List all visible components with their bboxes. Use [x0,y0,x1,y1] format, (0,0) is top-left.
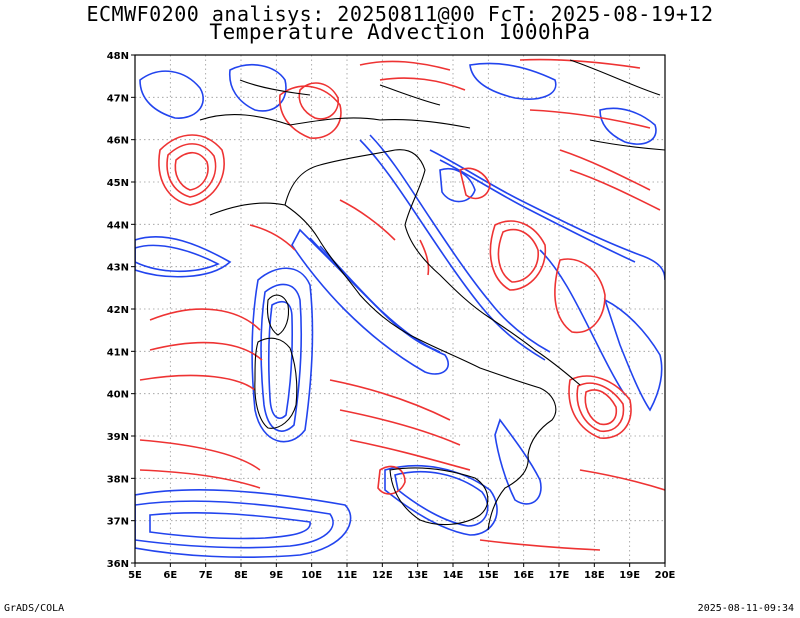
positive-contours [139,58,665,551]
lon-tick-label: 5E [128,570,142,581]
lon-tick-label: 17E [549,570,570,581]
coastlines [199,59,665,531]
lat-lon-grid [134,54,666,564]
lon-tick-label: 11E [337,570,358,581]
lon-tick-label: 8E [234,570,248,581]
lat-tick-label: 46N [107,136,129,147]
footer-software-label: GrADS/COLA [4,603,65,614]
latitude-labels: 36N 37N 38N 39N 40N 41N 42N 43N 44N 45N 46N 47N 48N [107,51,135,570]
lat-tick-label: 40N [107,390,129,401]
lat-tick-label: 41N [107,347,129,358]
lat-tick-label: 38N [107,474,129,485]
longitude-labels: 5E 6E 7E 8E 9E 10E 11E 12E 13E 14E 15E 16E 17E 18E 19E… [128,563,676,581]
lat-tick-label: 47N [107,93,129,104]
lon-tick-label: 10E [301,570,322,581]
lon-tick-label: 18E [584,570,605,581]
footer-timestamp: 2025-08-11-09:34 [697,603,794,614]
lat-tick-label: 45N [107,178,129,189]
lon-tick-label: 12E [372,570,393,581]
lon-tick-label: 16E [513,570,534,581]
lon-tick-label: 9E [269,570,283,581]
lon-tick-label: 6E [163,570,177,581]
lon-tick-label: 19E [619,570,640,581]
contour-layer [135,58,665,559]
lat-tick-label: 44N [107,220,129,231]
lon-tick-label: 7E [199,570,213,581]
chart-subtitle: Temperature Advection 1000hPa [209,20,591,44]
lat-tick-label: 42N [107,305,129,316]
lat-tick-label: 39N [107,432,129,443]
lat-tick-label: 37N [107,517,129,528]
lon-tick-label: 20E [655,570,676,581]
lat-tick-label: 48N [107,51,129,62]
lon-tick-label: 15E [478,570,499,581]
lon-tick-label: 14E [443,570,464,581]
lat-tick-label: 43N [107,263,129,274]
lon-tick-label: 13E [407,570,428,581]
lat-tick-label: 36N [107,559,129,570]
chart-title: ECMWF0200 analisys: 20250811@00 FcT: 202… [86,2,714,26]
